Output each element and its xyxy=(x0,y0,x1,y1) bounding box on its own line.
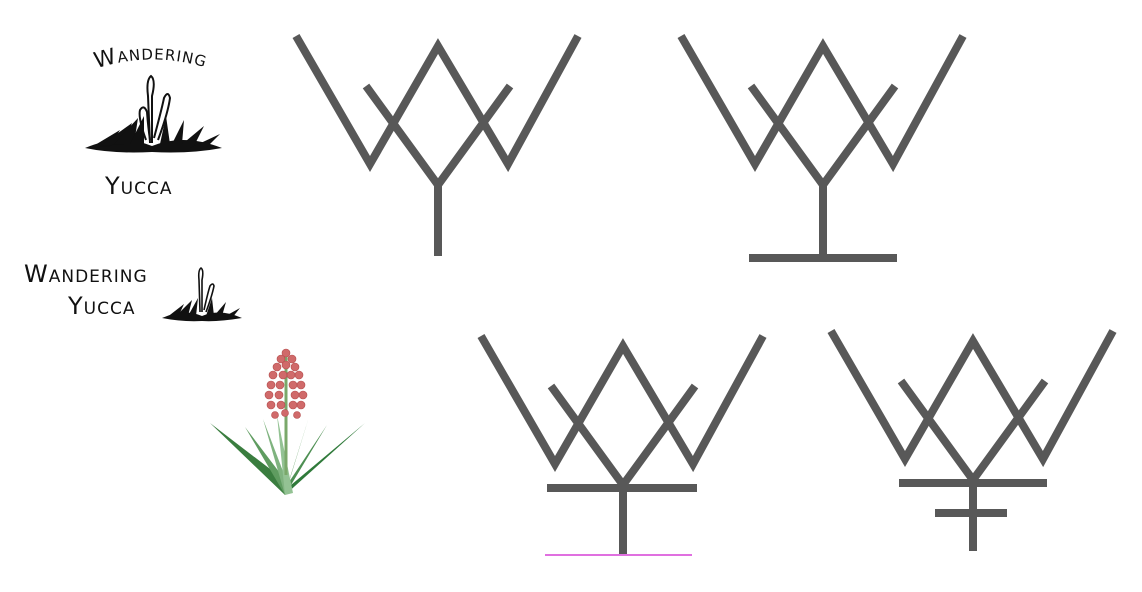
yucca-flower-illustration xyxy=(210,348,365,495)
ww-monogram-icon xyxy=(677,33,967,262)
stacked-logo-arc-title: Wandering xyxy=(91,40,209,74)
stacked-logo-subtitle: Yucca xyxy=(105,172,173,200)
stacked-logo: Wandering Yucca xyxy=(50,40,250,205)
horizontal-logo-subtitle: Yucca xyxy=(68,292,136,320)
horizontal-logo: Wandering Yucca xyxy=(24,260,244,324)
horizontal-logo-title: Wandering xyxy=(24,260,148,288)
ww-monogram-icon xyxy=(292,33,582,256)
ww-monogram-icon xyxy=(827,328,1117,551)
yucca-grass-icon xyxy=(85,74,222,153)
ww-monogram-icon xyxy=(477,333,767,556)
yucca-grass-icon xyxy=(162,267,242,322)
